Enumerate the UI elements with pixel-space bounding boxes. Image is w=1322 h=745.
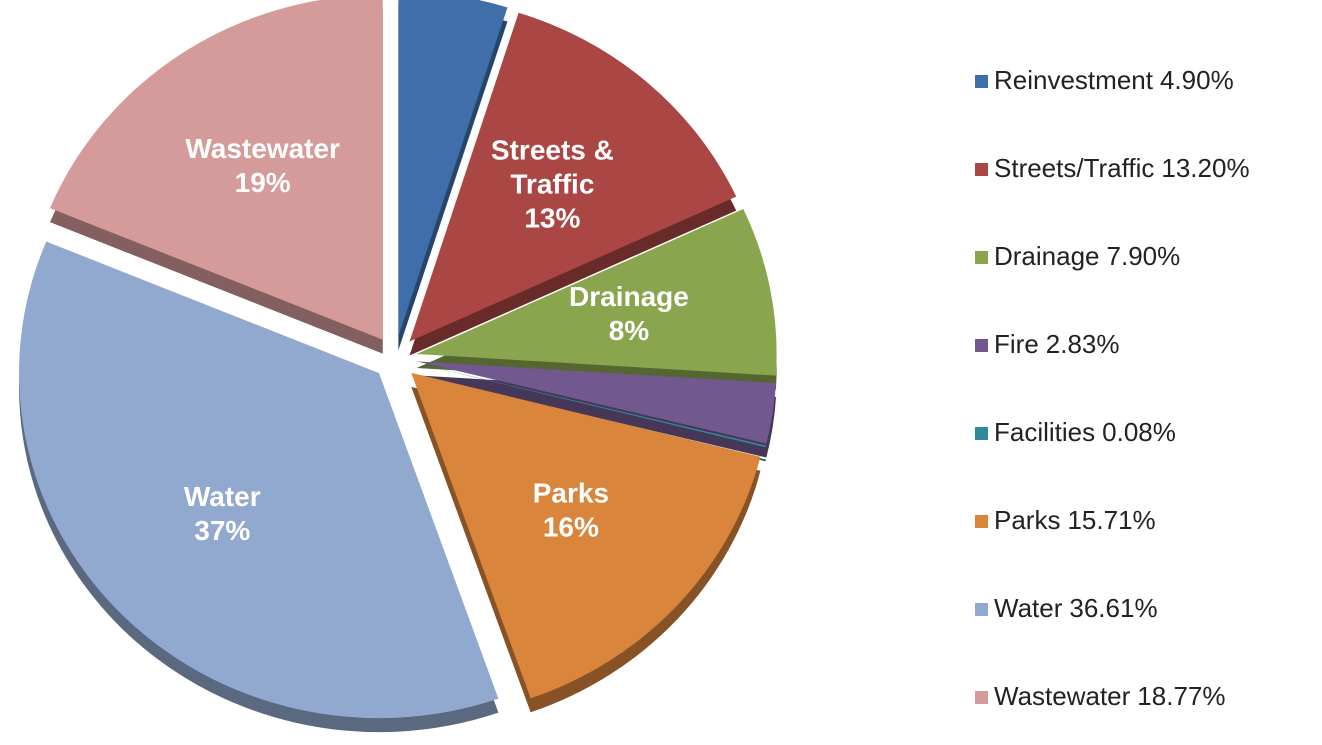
slice-value-label: 8%: [609, 315, 650, 346]
slice-label: Water: [184, 481, 261, 512]
legend-swatch: [975, 163, 988, 176]
slices: [19, 0, 777, 719]
legend-entry: Parks 15.71%: [994, 505, 1156, 535]
slice-label: Traffic: [510, 169, 594, 200]
legend-value: 0.08%: [1102, 417, 1176, 447]
slice: [411, 372, 761, 699]
slice: [416, 361, 777, 444]
legend-value: 4.90%: [1160, 65, 1234, 95]
slice: [416, 209, 777, 376]
legend-value: 2.83%: [1046, 329, 1120, 359]
legend-swatch: [975, 251, 988, 264]
slice-label: Drainage: [569, 281, 689, 312]
legend-swatch: [975, 75, 988, 88]
slice: [49, 0, 383, 340]
legend-entry: Water 36.61%: [994, 593, 1158, 623]
slice-value-label: 37%: [194, 515, 250, 546]
legend-value: 18.77%: [1137, 681, 1225, 711]
legend-entry: Facilities 0.08%: [994, 417, 1176, 447]
slice: [416, 363, 766, 448]
legend-swatch: [975, 339, 988, 352]
legend-name: Reinvestment: [994, 65, 1154, 95]
slice-label: Streets &: [491, 135, 614, 166]
slice: [409, 12, 737, 342]
legend-name: Water: [994, 593, 1063, 623]
slice-value-label: 13%: [524, 203, 580, 234]
legend-name: Streets/Traffic: [994, 153, 1154, 183]
legend-entry: Reinvestment 4.90%: [994, 65, 1234, 95]
legend-value: 7.90%: [1107, 241, 1181, 271]
slice-label: Wastewater: [185, 133, 340, 164]
legend-value: 13.20%: [1161, 153, 1249, 183]
legend-name: Fire: [994, 329, 1039, 359]
legend-name: Drainage: [994, 241, 1100, 271]
legend-entry: Fire 2.83%: [994, 329, 1120, 359]
legend-value: 15.71%: [1067, 505, 1155, 535]
slice-label: Parks: [533, 478, 609, 509]
legend-entry: Drainage 7.90%: [994, 241, 1180, 271]
legend-swatch: [975, 691, 988, 704]
legend-entry: Streets/Traffic 13.20%: [994, 153, 1250, 183]
legend-name: Parks: [994, 505, 1060, 535]
legend-entry: Wastewater 18.77%: [994, 681, 1225, 711]
slice: [19, 241, 499, 719]
legend-name: Facilities: [994, 417, 1095, 447]
slice: [398, 0, 508, 337]
slice-value-label: 16%: [543, 512, 599, 543]
legend-swatch: [975, 603, 988, 616]
legend-swatch: [975, 515, 988, 528]
slice-value-label: 19%: [235, 167, 291, 198]
legend-value: 36.61%: [1069, 593, 1157, 623]
legend: Reinvestment 4.90% Streets/Traffic 13.20% Dr…: [975, 65, 1250, 711]
legend-swatch: [975, 427, 988, 440]
legend-name: Wastewater: [994, 681, 1131, 711]
